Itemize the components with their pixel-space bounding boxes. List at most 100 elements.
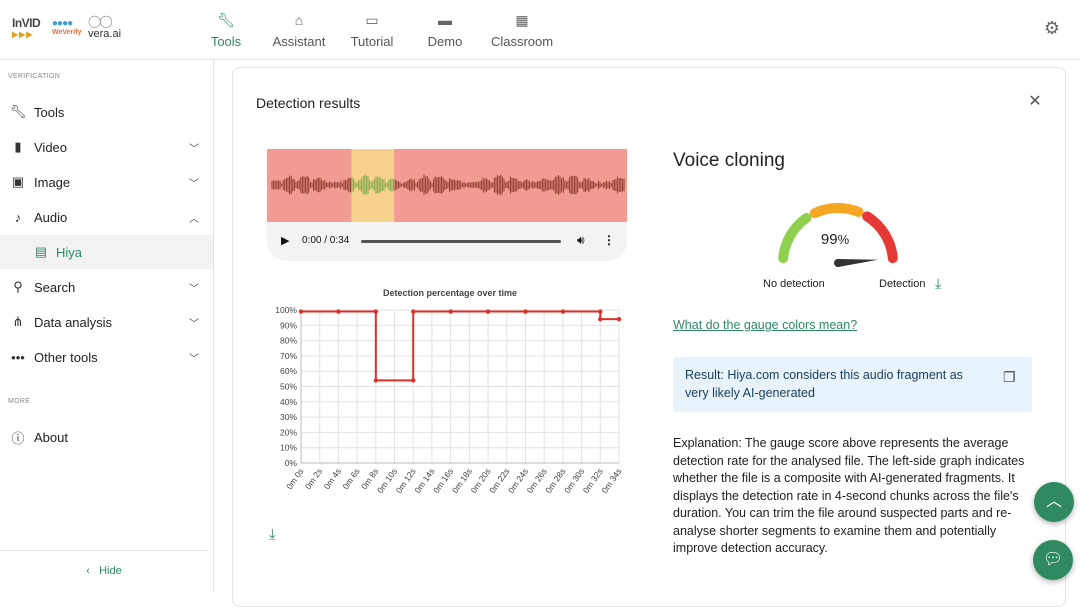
download-icon[interactable]: ⤓ bbox=[269, 526, 276, 543]
sidebar-item-label: Tools bbox=[34, 104, 65, 120]
data-point bbox=[560, 309, 566, 314]
chat-button[interactable]: 💬︎ bbox=[1033, 540, 1073, 580]
nav-demo[interactable]: ▬ Demo bbox=[408, 0, 482, 60]
y-tick-label: 20% bbox=[280, 427, 297, 437]
book-icon: ▭ bbox=[365, 12, 379, 28]
chevron-down-icon: ﹀ bbox=[189, 284, 199, 295]
chart-title: Detection percentage over time bbox=[383, 288, 517, 298]
data-point bbox=[616, 316, 622, 322]
chevron-left-icon: ‹ bbox=[86, 565, 90, 577]
data-point bbox=[598, 316, 603, 322]
data-analysis-icon: ⋔ bbox=[12, 314, 24, 329]
y-tick-label: 90% bbox=[280, 320, 297, 330]
data-point bbox=[336, 309, 341, 314]
video-tape-icon: ▬ bbox=[438, 12, 452, 28]
sidebar-item-image[interactable]: ▣ Image ﹀ bbox=[0, 165, 213, 199]
audio-waveform[interactable] bbox=[267, 149, 627, 222]
gauge-value: 99% bbox=[821, 231, 850, 248]
hide-sidebar-button[interactable]: ‹ Hide bbox=[0, 550, 208, 592]
y-tick-label: 60% bbox=[280, 366, 297, 376]
nav-demo-label: Demo bbox=[427, 34, 463, 49]
sidebar-item-label: Other tools bbox=[34, 349, 98, 365]
gauge-label-detection: Detection bbox=[879, 278, 926, 290]
vera-logo[interactable]: ◯◯ vera.ai bbox=[88, 14, 122, 40]
volume-icon[interactable]: 🔊︎ bbox=[577, 233, 585, 247]
explanation-text: Explanation: The gauge score above repre… bbox=[673, 436, 1025, 555]
sidebar-item-label: Search bbox=[34, 279, 76, 295]
result-box: Result: Hiya.com considers this audio fr… bbox=[673, 357, 1032, 412]
x-tick-label: 0m 34s bbox=[599, 466, 623, 495]
sidebar-item-tools[interactable]: 🔧︎ Tools bbox=[0, 95, 213, 129]
gauge-arc-red bbox=[862, 211, 898, 264]
gauge-needle bbox=[837, 259, 878, 267]
sidebar-item-label: Video bbox=[34, 139, 68, 155]
section-more: MORE bbox=[8, 398, 31, 405]
nav-assistant-label: Assistant bbox=[272, 34, 326, 49]
sidebar-item-other-tools[interactable]: ••• Other tools ﹀ bbox=[0, 340, 213, 374]
image-icon: ▣ bbox=[11, 174, 25, 189]
invid-logo[interactable]: InVID ▶▶▶ bbox=[12, 16, 41, 39]
sidebar-item-label: Audio bbox=[34, 209, 68, 225]
x-tick-label: 0m 2s bbox=[303, 466, 324, 491]
y-tick-label: 80% bbox=[280, 336, 297, 346]
nav-tutorial-label: Tutorial bbox=[350, 34, 394, 49]
gauge-colors-link[interactable]: What do the gauge colors mean? bbox=[673, 318, 858, 332]
data-point bbox=[485, 309, 491, 314]
chevron-up-icon: ︿ bbox=[1045, 493, 1062, 510]
data-point bbox=[523, 309, 528, 314]
y-tick-label: 50% bbox=[280, 382, 297, 392]
top-nav: 🔧︎ Tools ⌂ Assistant ▭ Tutorial ▬ Demo ▦… bbox=[190, 0, 562, 60]
nav-tools[interactable]: 🔧︎ Tools bbox=[190, 0, 262, 60]
hide-label: Hide bbox=[99, 565, 122, 577]
seek-bar[interactable] bbox=[361, 240, 561, 243]
more-vert-icon[interactable]: ⋮ bbox=[603, 233, 615, 247]
y-tick-label: 70% bbox=[280, 351, 297, 361]
x-tick-label: 0m 4s bbox=[322, 466, 343, 491]
chevron-up-icon: ︿ bbox=[189, 214, 199, 225]
section-verification: VERIFICATION bbox=[8, 73, 61, 80]
gear-icon[interactable]: ⚙ bbox=[1043, 18, 1061, 38]
nav-classroom[interactable]: ▦ Classroom bbox=[482, 0, 562, 60]
y-tick-label: 0% bbox=[285, 458, 298, 468]
gauge-unit: % bbox=[838, 232, 850, 247]
voice-cloning-title: Voice cloning bbox=[673, 150, 785, 171]
nav-classroom-label: Classroom bbox=[490, 34, 554, 49]
sidebar-item-about[interactable]: ⓘ About bbox=[0, 420, 213, 454]
copy-icon[interactable]: ❐ bbox=[1003, 369, 1016, 385]
close-icon[interactable]: ✕ bbox=[1028, 93, 1042, 110]
chevron-down-icon: ﹀ bbox=[189, 179, 199, 190]
sidebar-item-search[interactable]: ⚲ Search ﹀ bbox=[0, 270, 213, 304]
nav-tools-label: Tools bbox=[210, 34, 242, 49]
music-note-icon: ♪ bbox=[14, 209, 22, 225]
sidebar-item-audio[interactable]: ♪ Audio ︿ bbox=[0, 200, 213, 234]
play-icon[interactable]: ▶ bbox=[281, 235, 290, 247]
gauge-arc-orange bbox=[809, 203, 864, 219]
scroll-top-button[interactable]: ︿ bbox=[1034, 482, 1074, 522]
sidebar-item-hiya[interactable]: ▤ Hiya bbox=[0, 235, 213, 269]
weverify-logo[interactable]: ●●●● WeVerify bbox=[52, 18, 82, 36]
detection-gauge: 99% bbox=[778, 203, 898, 267]
sidebar-item-data-analysis[interactable]: ⋔ Data analysis ﹀ bbox=[0, 305, 213, 339]
download-icon[interactable]: ⤓ bbox=[935, 275, 942, 291]
nav-tutorial[interactable]: ▭ Tutorial bbox=[336, 0, 408, 60]
chevron-down-icon: ﹀ bbox=[189, 319, 199, 330]
x-tick-label: 0m 0s bbox=[284, 466, 305, 491]
data-point bbox=[598, 309, 603, 314]
data-point bbox=[373, 378, 379, 383]
y-tick-label: 100% bbox=[275, 305, 297, 315]
logos: InVID ▶▶▶ ●●●● WeVerify ◯◯ vera.ai bbox=[12, 14, 132, 46]
classroom-icon: ▦ bbox=[515, 12, 529, 28]
sidebar-item-label: Data analysis bbox=[34, 314, 113, 330]
data-point bbox=[411, 309, 416, 314]
sidebar-item-label: Hiya bbox=[56, 244, 83, 260]
sidebar-item-video[interactable]: ▮ Video ﹀ bbox=[0, 130, 213, 164]
film-icon: ▮ bbox=[14, 139, 22, 154]
audio-player: ▶ 0:00 / 0:34 🔊︎ ⋮ bbox=[267, 222, 627, 261]
nav-assistant[interactable]: ⌂ Assistant bbox=[262, 0, 336, 60]
audio-file-icon: ▤ bbox=[34, 244, 48, 259]
card-title: Detection results bbox=[256, 95, 361, 111]
data-point bbox=[373, 309, 379, 314]
data-point bbox=[448, 309, 453, 314]
sidebar: VERIFICATION 🔧︎ Tools ▮ Video ﹀ ▣ Image … bbox=[0, 60, 214, 592]
y-tick-label: 30% bbox=[280, 412, 297, 422]
